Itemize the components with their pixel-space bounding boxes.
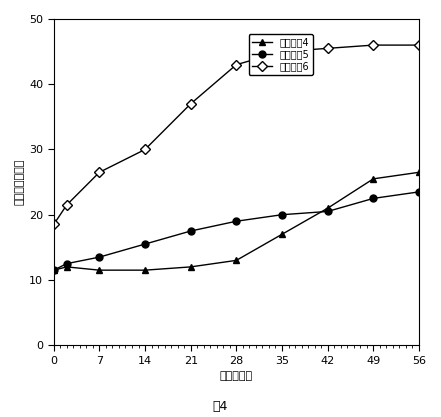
製剤番号4 — [64, 264, 69, 269]
製剤番号4 — [51, 268, 56, 273]
製剤番号6 — [97, 170, 102, 175]
製剤番号5 — [234, 219, 239, 224]
製剤番号5 — [279, 212, 284, 217]
製剤番号5 — [97, 255, 102, 260]
製剤番号4 — [371, 176, 376, 181]
X-axis label: 時間（日）: 時間（日） — [220, 371, 253, 381]
製剤番号4 — [416, 170, 422, 175]
製剤番号6 — [51, 222, 56, 227]
製剤番号4 — [325, 206, 330, 211]
製剤番号4 — [279, 232, 284, 237]
製剤番号5 — [416, 189, 422, 194]
製剤番号5 — [64, 261, 69, 266]
製剤番号5 — [188, 229, 193, 234]
製剤番号5 — [325, 209, 330, 214]
製剤番号5 — [142, 241, 148, 246]
製剤番号6 — [371, 43, 376, 48]
Line: 製剤番号6: 製剤番号6 — [50, 42, 422, 228]
製剤番号6 — [188, 101, 193, 106]
製剤番号5 — [371, 196, 376, 201]
製剤番号5 — [51, 268, 56, 273]
製剤番号6 — [142, 147, 148, 152]
製剤番号6 — [325, 46, 330, 51]
製剤番号6 — [234, 62, 239, 67]
製剤番号4 — [142, 268, 148, 273]
製剤番号4 — [188, 264, 193, 269]
Legend: 製剤番号4, 製剤番号5, 製剤番号6: 製剤番号4, 製剤番号5, 製剤番号6 — [249, 34, 313, 75]
Line: 製剤番号4: 製剤番号4 — [50, 169, 422, 274]
Text: 围4: 围4 — [213, 400, 228, 413]
製剤番号6 — [279, 49, 284, 54]
Line: 製剤番号5: 製剤番号5 — [50, 188, 422, 274]
製剤番号4 — [97, 268, 102, 273]
製剤番号6 — [416, 43, 422, 48]
製剤番号6 — [64, 202, 69, 207]
Y-axis label: 累積放出（％）: 累積放出（％） — [15, 159, 25, 205]
製剤番号4 — [234, 258, 239, 263]
